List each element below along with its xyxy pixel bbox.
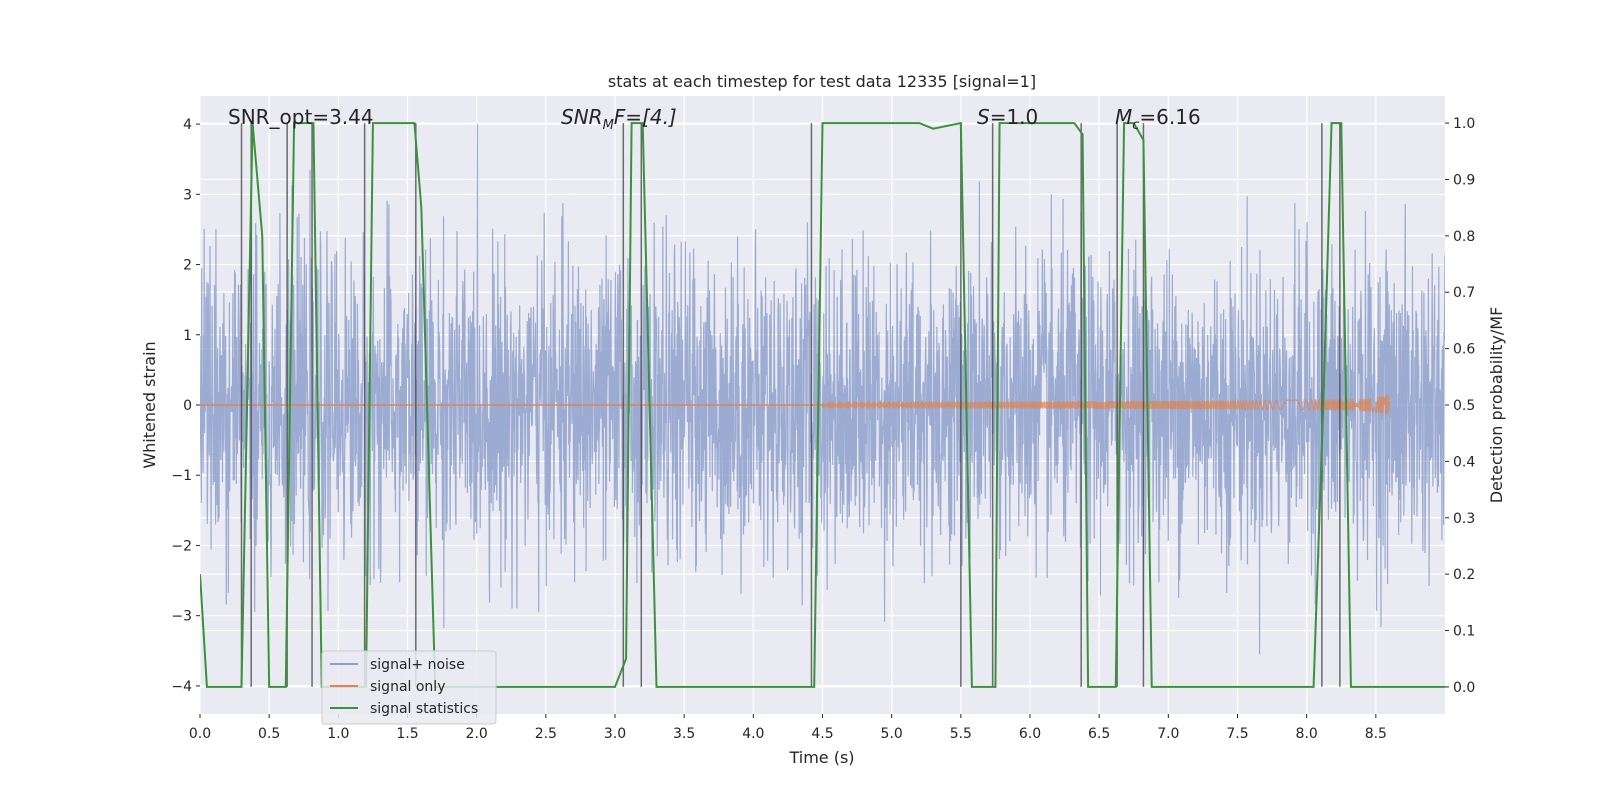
signal-statistics-line (200, 121, 1445, 688)
annotation-snr-opt: SNR_opt=3.44 (228, 105, 374, 129)
annotation-snr-mf-sub: M (603, 118, 614, 133)
x-tick-label: 7.0 (1157, 726, 1179, 742)
annotation-s-main: S (977, 105, 990, 129)
annotation-mc-sub: c (1132, 118, 1139, 133)
x-tick-label: 4.5 (811, 726, 833, 742)
y2-ticks: 1.0 0.9 0.8 0.7 0.6 0.5 0.4 0.3 0.2 0.1 0.0 (1445, 116, 1475, 696)
y2-tick-label: 0.8 (1453, 229, 1475, 245)
y-tick-label: −4 (171, 679, 192, 695)
y2-tick-label: 0.5 (1453, 398, 1475, 414)
y-tick-label: −3 (171, 609, 192, 625)
signal-noise-series (200, 124, 1445, 655)
x-tick-label: 3.0 (604, 726, 626, 742)
annotation-s-rest: =1.0 (990, 105, 1039, 129)
y2-tick-label: 0.0 (1453, 680, 1475, 696)
legend-label-signal-noise: signal+ noise (370, 657, 465, 673)
x-tick-label: 7.5 (1226, 726, 1248, 742)
annotation-mc-main: M (1115, 105, 1132, 129)
x-tick-label: 1.5 (396, 726, 418, 742)
x-ticks: 0.0 0.5 1.0 1.5 2.0 2.5 3.0 3.5 4.0 4.5 5.0 5.5 6.0 6… (189, 714, 1387, 742)
x-tick-label: 6.5 (1088, 726, 1110, 742)
y2-tick-label: 0.4 (1453, 454, 1475, 470)
signal-only-series (200, 394, 1390, 416)
legend-box (321, 650, 497, 725)
signal-only-chirp (821, 394, 1390, 416)
annotation-snr-mf-main: SNR (561, 105, 603, 129)
x-tick-label: 8.0 (1296, 726, 1318, 742)
x-axis-label: Time (s) (788, 748, 854, 767)
y2-tick-label: 0.1 (1453, 624, 1475, 640)
y-tick-label: −1 (171, 468, 192, 484)
signal-statistics-series (200, 121, 1445, 688)
x-tick-label: 0.0 (189, 726, 211, 742)
x-tick-label: 3.5 (673, 726, 695, 742)
y-tick-label: 0 (183, 398, 192, 414)
y-ticks: 4 3 2 1 0 −1 −2 −3 −4 (171, 117, 200, 695)
y2-tick-label: 0.3 (1453, 511, 1475, 527)
x-tick-label: 4.0 (742, 726, 764, 742)
y-tick-label: 1 (183, 328, 192, 344)
annotation-snr-mf-rest: F=[4.] (614, 105, 677, 129)
x-tick-label: 6.0 (1019, 726, 1041, 742)
x-tick-label: 2.5 (535, 726, 557, 742)
legend: signal+ noise signal only signal statist… (321, 650, 497, 725)
y2-tick-label: 0.7 (1453, 285, 1475, 301)
y-tick-label: 2 (183, 258, 192, 274)
signal-noise-line (200, 124, 1445, 655)
legend-label-signal-only: signal only (370, 679, 445, 695)
y-tick-label: −2 (171, 538, 192, 554)
annotation-s: S=1.0 (977, 105, 1038, 129)
y2-tick-label: 1.0 (1453, 116, 1475, 132)
y-tick-label: 3 (183, 187, 192, 203)
x-tick-label: 5.0 (881, 726, 903, 742)
annotation-mc: Mc=6.16 (1115, 105, 1201, 133)
x-tick-label: 2.0 (466, 726, 488, 742)
y2-tick-label: 0.9 (1453, 172, 1475, 188)
x-tick-label: 1.0 (327, 726, 349, 742)
y-axis-label: Whitened strain (140, 341, 159, 468)
y2-axis-label: Detection probability/MF (1487, 307, 1506, 504)
x-tick-label: 0.5 (258, 726, 280, 742)
y-tick-label: 4 (183, 117, 192, 133)
legend-label-signal-statistics: signal statistics (370, 701, 478, 717)
y2-tick-label: 0.6 (1453, 342, 1475, 358)
y2-tick-label: 0.2 (1453, 567, 1475, 583)
annotation-snr-mf: SNRMF=[4.] (561, 105, 677, 133)
chart-title: stats at each timestep for test data 123… (608, 72, 1036, 91)
annotation-mc-rest: =6.16 (1139, 105, 1200, 129)
x-tick-label: 5.5 (950, 726, 972, 742)
x-tick-label: 8.5 (1365, 726, 1387, 742)
